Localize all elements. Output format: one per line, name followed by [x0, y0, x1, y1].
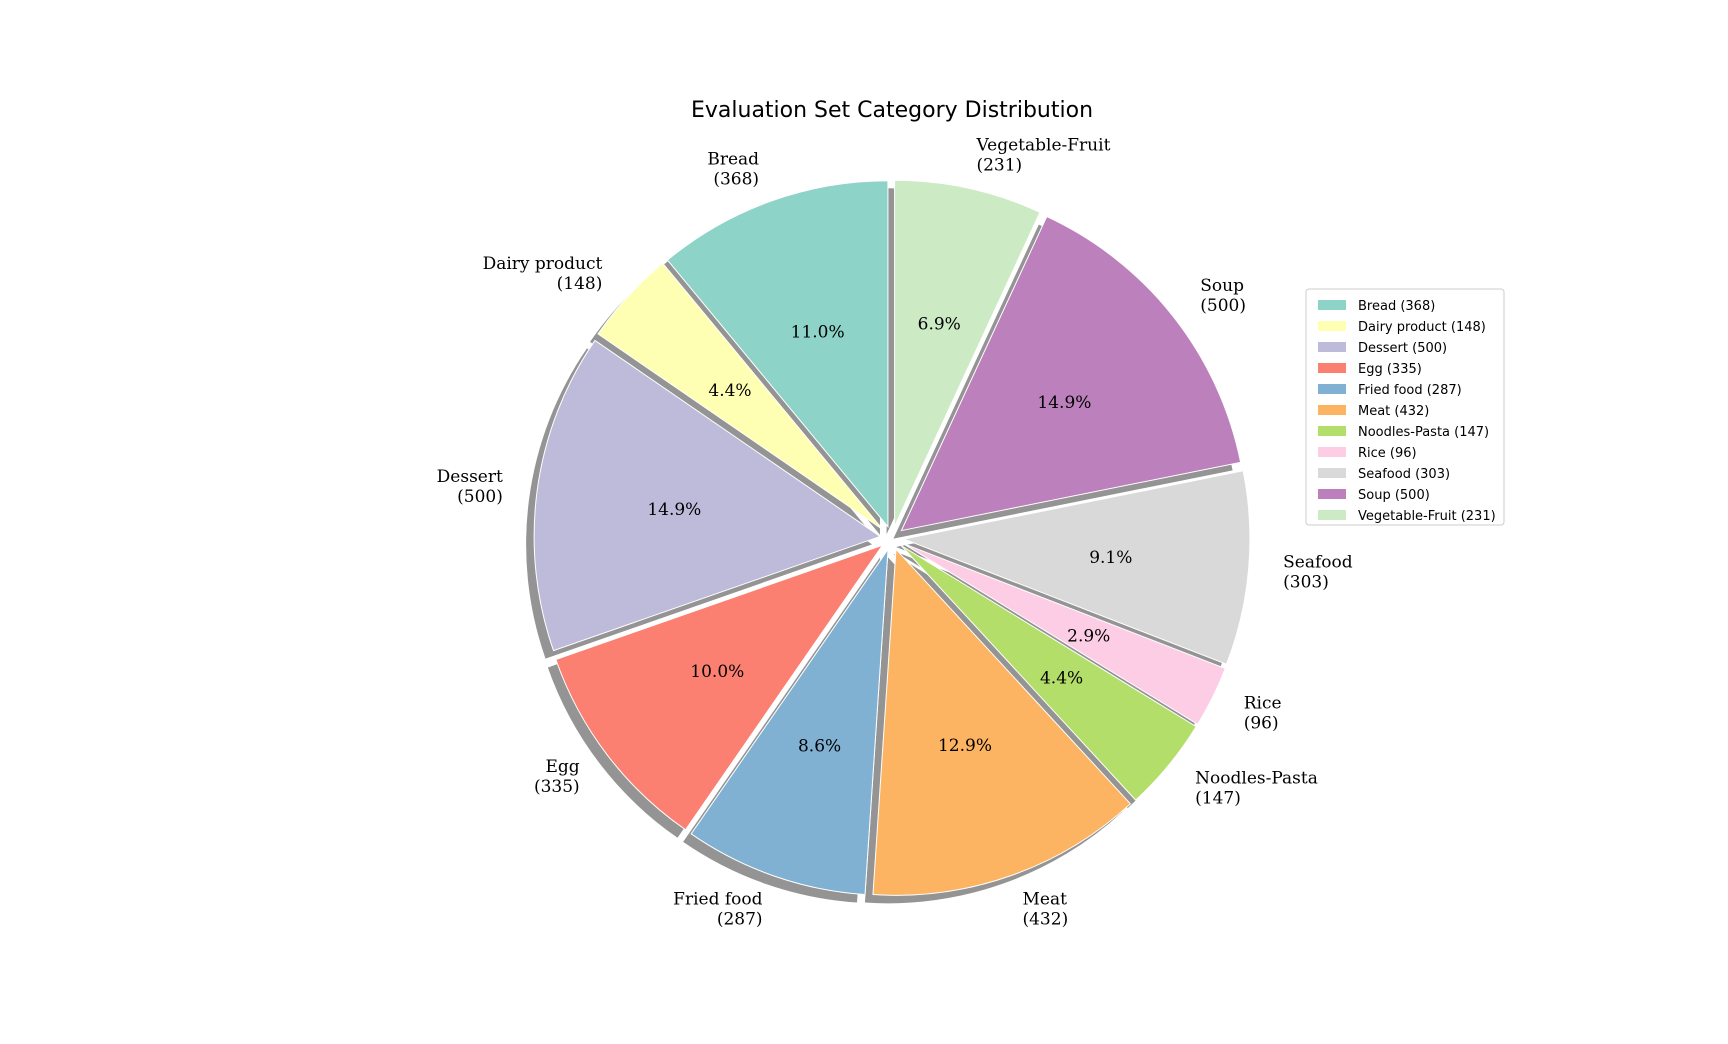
slice-soup [900, 215, 1242, 532]
slice-dairy-product [597, 262, 884, 531]
percent-label-meat: 12.9% [938, 736, 992, 756]
slice-rice [902, 542, 1226, 726]
slice-noodles-pasta [900, 545, 1197, 801]
legend-swatch-rice [1318, 447, 1346, 457]
category-label-bread: Bread (368) [707, 150, 759, 190]
legend-entry-dairy-product: Dairy product (148) [1358, 320, 1486, 335]
percent-label-bread: 11.0% [791, 322, 845, 342]
slice-fried-food [690, 547, 889, 896]
percent-label-egg: 10.0% [690, 662, 744, 682]
pie-slices [533, 179, 1251, 896]
slice-vegetable-fruit [894, 179, 1041, 527]
legend-entry-fried-food: Fried food (287) [1358, 383, 1462, 398]
legend-swatch-fried-food [1318, 384, 1346, 394]
legend-entry-dessert: Dessert (500) [1358, 341, 1447, 356]
legend-frame [1305, 288, 1505, 526]
legend-swatch-vegetable-fruit [1318, 510, 1346, 520]
legend-swatch-noodles-pasta [1318, 426, 1346, 436]
category-label-vegetable-fruit: Vegetable-Fruit (231) [975, 136, 1110, 176]
slice-seafood [902, 470, 1251, 665]
category-label-noodles-pasta: Noodles-Pasta (147) [1195, 768, 1318, 808]
legend-entry-bread: Bread (368) [1358, 299, 1435, 314]
percent-label-dessert: 14.9% [647, 500, 701, 520]
legend-entry-rice: Rice (96) [1358, 446, 1417, 461]
category-label-soup: Soup (500) [1200, 276, 1246, 316]
slice-bread [666, 180, 889, 529]
legend: Bread (368) Dairy product (148) Dessert (5… [1305, 288, 1505, 526]
legend-swatch-soup [1318, 489, 1346, 499]
legend-swatch-seafood [1318, 468, 1346, 478]
chart-title: Evaluation Set Category Distribution [691, 98, 1093, 123]
percent-label-vegetable-fruit: 6.9% [918, 315, 961, 335]
percent-label-dairy-product: 4.4% [708, 381, 751, 401]
category-label-meat: Meat (432) [1022, 889, 1068, 929]
percent-label-fried-food: 8.6% [798, 736, 841, 756]
legend-entry-seafood: Seafood (303) [1358, 467, 1450, 482]
legend-swatch-egg [1318, 363, 1346, 373]
legend-swatch-meat [1318, 405, 1346, 415]
category-label-dessert: Dessert (500) [437, 467, 503, 507]
percent-label-rice: 2.9% [1067, 627, 1110, 647]
legend-entry-noodles-pasta: Noodles-Pasta (147) [1358, 425, 1489, 440]
legend-swatch-dairy-product [1318, 321, 1346, 331]
category-label-seafood: Seafood (303) [1283, 553, 1353, 593]
slice-egg [555, 544, 884, 831]
legend-entry-vegetable-fruit: Vegetable-Fruit (231) [1358, 509, 1496, 524]
slice-dessert [533, 339, 882, 652]
category-label-egg: Egg (335) [534, 757, 580, 797]
percent-label-seafood: 9.1% [1089, 548, 1132, 568]
legend-entry-meat: Meat (432) [1358, 404, 1429, 419]
legend-swatch-bread [1318, 300, 1346, 310]
category-label-fried-food: Fried food (287) [673, 890, 762, 930]
percent-labels: 11.0% 4.4% 14.9% 10.0% 8.6% 12.9% 4.4% 2.9% 9.1%… [647, 315, 1132, 757]
legend-entry-soup: Soup (500) [1358, 488, 1430, 503]
percent-label-noodles-pasta: 4.4% [1040, 669, 1083, 689]
category-label-dairy-product: Dairy product (148) [483, 254, 603, 294]
category-label-rice: Rice (96) [1244, 693, 1282, 733]
legend-swatch-dessert [1318, 342, 1346, 352]
percent-label-soup: 14.9% [1037, 393, 1091, 413]
category-labels: Bread (368) Dairy product (148) Dessert (500)… [437, 136, 1353, 930]
slice-meat [872, 548, 1132, 896]
legend-entry-egg: Egg (335) [1358, 362, 1422, 377]
